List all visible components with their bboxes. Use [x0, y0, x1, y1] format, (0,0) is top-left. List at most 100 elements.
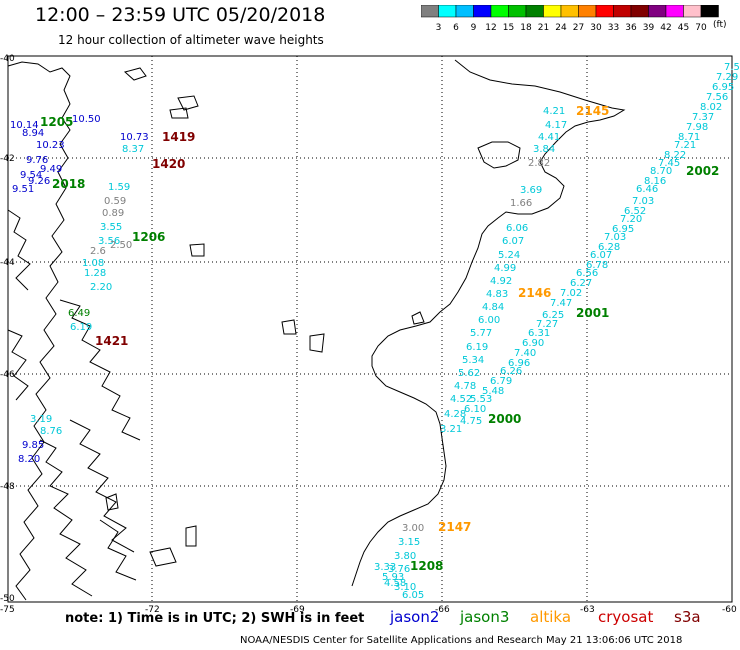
wave-height-value: 9.76: [26, 155, 48, 166]
wave-height-value: 0.59: [104, 196, 126, 207]
wave-height-value: 3.69: [520, 185, 542, 196]
pass-label: 2147: [438, 520, 471, 534]
wave-height-value: 7.02: [560, 288, 582, 299]
pass-label: 2000: [488, 412, 521, 426]
wave-height-value: 7.45: [658, 158, 680, 169]
wave-height-value: 4.41: [538, 132, 560, 143]
colorbar-tick: 9: [471, 23, 477, 33]
wave-height-value: 8.02: [700, 102, 722, 113]
wave-height-value: 6.56: [576, 268, 598, 279]
colorbar-swatch: [700, 5, 719, 18]
pass-label: 1206: [132, 230, 165, 244]
pass-label: 1208: [410, 559, 443, 573]
wave-height-value: 5.48: [482, 386, 504, 397]
wave-height-value: 6.46: [636, 184, 658, 195]
wave-height-value: 6.05: [402, 590, 424, 601]
wave-height-value: 7.27: [536, 319, 558, 330]
wave-height-value: 4.99: [494, 263, 516, 274]
footer-note: note: 1) Time is in UTC; 2) SWH is in fe…: [65, 611, 365, 626]
wave-height-value: 8.76: [40, 426, 62, 437]
wave-height-value: 4.92: [490, 276, 512, 287]
colorbar-tick: 70: [695, 23, 707, 33]
wave-height-value: 7.21: [674, 140, 696, 151]
wave-height-value: 2.6: [90, 246, 106, 257]
wave-height-value: 3.84: [533, 144, 555, 155]
wave-height-value: 6.25: [542, 310, 564, 321]
lon-label: -63: [580, 605, 595, 615]
wave-height-value: 3.15: [398, 537, 420, 548]
colorbar-tick: 33: [608, 23, 619, 33]
wave-height-value: 9.85: [22, 440, 44, 451]
wave-height-value: 2.50: [110, 240, 132, 251]
wave-height-value: 4.83: [486, 289, 508, 300]
wave-height-value: 6.79: [490, 376, 512, 387]
wave-height-value: 6.26: [500, 366, 522, 377]
lat-label: -48: [0, 482, 15, 492]
wave-height-value: 1.08: [82, 258, 104, 269]
coastline: [7, 59, 626, 601]
lat-lon-grid: [8, 56, 732, 602]
wave-height-value: 9.54: [20, 170, 42, 181]
wave-height-value: 7.98: [686, 122, 708, 133]
legend-jason3: jason3: [460, 608, 510, 626]
pass-label: 2018: [52, 177, 85, 191]
wave-height-value: 4.78: [454, 381, 476, 392]
wave-height-value: 5.53: [470, 394, 492, 405]
wave-height-value: 7.20: [620, 214, 642, 225]
wave-height-value: 5.34: [462, 355, 484, 366]
wave-height-value: 8.70: [650, 166, 672, 177]
wave-height-value: 4.17: [545, 120, 567, 131]
colorbar-unit: (ft): [713, 20, 727, 30]
colorbar-tick: 45: [678, 23, 689, 33]
lat-label: -40: [0, 54, 15, 64]
wave-height-value: 6.10: [464, 404, 486, 415]
wave-height-value: 4.21: [543, 106, 565, 117]
wave-height-value: 4.52: [450, 394, 472, 405]
wave-height-value: 7.03: [632, 196, 654, 207]
wave-height-value: 8.94: [22, 128, 44, 139]
lon-label: -60: [722, 605, 737, 615]
lat-labels: -40 -42 -44 -46 -48 -50: [0, 54, 15, 604]
wave-height-value: 7.56: [706, 92, 728, 103]
lat-label: -50: [0, 594, 15, 604]
colorbar-tick: 18: [520, 23, 532, 33]
pass-label: 1205: [40, 115, 73, 129]
lon-label: -72: [145, 605, 160, 615]
wave-height-value: 1.59: [108, 182, 130, 193]
wave-height-value: 9.49: [40, 164, 62, 175]
map-frame: [7, 55, 733, 603]
legend-altika: altika: [530, 608, 572, 626]
wave-height-value: 6.28: [598, 242, 620, 253]
wave-height-value: 5.93: [382, 572, 404, 583]
wave-height-value: 1.66: [510, 198, 532, 209]
wave-height-value: 2.20: [90, 282, 112, 293]
wave-height-value: 6.06: [506, 223, 528, 234]
wave-height-value: 6.19: [70, 322, 92, 333]
wave-height-value: 3.76: [388, 564, 410, 575]
wave-height-value: 3.21: [440, 424, 462, 435]
wave-height-value: 8.22: [664, 150, 686, 161]
wave-height-value: 10.50: [72, 114, 101, 125]
wave-height-value: 6.07: [590, 250, 612, 261]
wave-height-value: 5.77: [470, 328, 492, 339]
lat-label: -42: [0, 154, 15, 164]
wave-height-value: 4.58: [384, 578, 406, 589]
colorbar-tick: 6: [453, 23, 459, 33]
colorbar-tick: 36: [625, 23, 637, 33]
wave-height-value: 10.14: [10, 120, 39, 131]
wave-height-value: 7.5: [724, 62, 740, 73]
wave-height-value: 3.55: [100, 222, 122, 233]
pass-label: 2145: [576, 104, 609, 118]
legend-jason2: jason2: [390, 608, 440, 626]
colorbar-tick: 3: [436, 23, 442, 33]
wave-height-value: 4.84: [482, 302, 504, 313]
legend-cryosat: cryosat: [598, 608, 654, 626]
wave-height-value: 6.19: [466, 342, 488, 353]
legend-s3a: s3a: [674, 608, 701, 626]
wave-height-value: 5.24: [498, 250, 520, 261]
wave-height-value: 7.29: [716, 72, 738, 83]
map-title: 12:00 – 23:59 UTC 05/20/2018: [35, 4, 326, 26]
pass-labels: 2145 2002 2146 2001 2000 2147 1208 1419 1420 1206…: [40, 104, 719, 573]
pass-label: 2001: [576, 306, 609, 320]
